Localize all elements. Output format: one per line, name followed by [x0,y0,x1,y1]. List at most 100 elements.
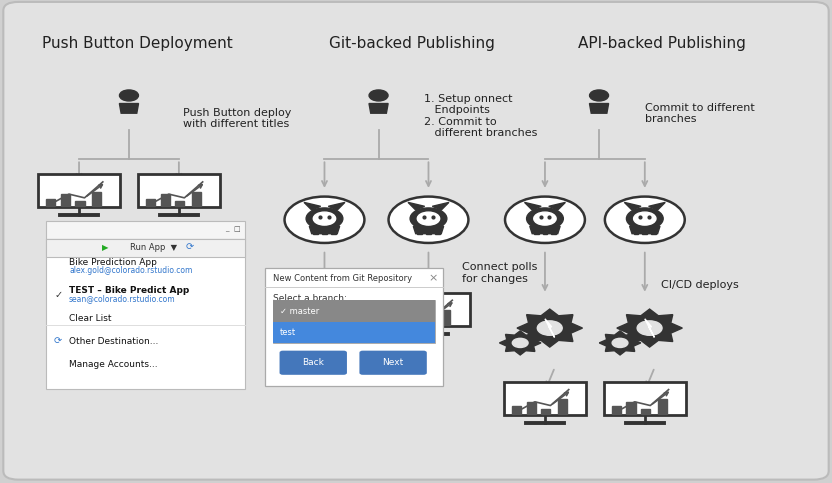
Polygon shape [120,103,138,113]
Bar [634,229,638,234]
FancyBboxPatch shape [388,293,469,326]
FancyBboxPatch shape [46,239,245,257]
Text: Run App  ▼: Run App ▼ [130,243,176,252]
Text: TEST – Bike Predict App: TEST – Bike Predict App [69,286,190,295]
Bar [642,229,647,234]
Text: Commit to different
branches: Commit to different branches [645,103,755,124]
Circle shape [410,208,447,229]
FancyBboxPatch shape [283,293,365,326]
FancyBboxPatch shape [503,382,586,415]
Bar [306,313,315,325]
Circle shape [505,197,585,243]
Bar [191,192,201,206]
Circle shape [306,208,343,229]
Bar [435,229,439,234]
Bar [651,229,656,234]
Polygon shape [617,309,682,347]
Circle shape [418,212,439,225]
Bar [527,402,536,414]
Text: ⟳: ⟳ [54,337,62,346]
Polygon shape [369,103,388,113]
FancyBboxPatch shape [273,300,435,343]
Polygon shape [545,319,555,337]
Polygon shape [310,226,339,234]
FancyBboxPatch shape [604,382,686,415]
Polygon shape [414,226,443,234]
Bar [410,313,419,325]
Polygon shape [524,202,541,210]
Bar [322,229,327,234]
Bar [46,199,55,206]
Polygon shape [304,202,320,210]
FancyBboxPatch shape [38,174,121,207]
Polygon shape [408,202,424,210]
Text: Push Button Deployment: Push Button Deployment [42,36,233,51]
Bar [146,199,155,206]
FancyBboxPatch shape [280,351,347,375]
Bar [331,229,335,234]
Text: Next: Next [382,358,404,367]
Bar [612,406,621,414]
Circle shape [634,212,656,225]
Polygon shape [649,202,666,210]
Bar [512,406,521,414]
Bar [314,229,318,234]
Text: Bike Prediction App: Bike Prediction App [69,258,157,267]
Circle shape [626,208,663,229]
Bar [542,409,551,414]
Text: test: test [280,328,295,337]
Bar [657,399,666,414]
Text: 1. Setup onnect
   Endpoints
2. Commit to
   different branches: 1. Setup onnect Endpoints 2. Commit to d… [424,94,537,138]
Text: Select a branch:: Select a branch: [273,294,347,302]
Bar [441,310,450,325]
Bar [291,317,300,325]
FancyBboxPatch shape [273,322,435,343]
Circle shape [605,197,685,243]
FancyBboxPatch shape [359,351,427,375]
Bar [418,229,422,234]
Text: Back: Back [302,358,324,367]
Circle shape [537,321,562,335]
Circle shape [590,90,608,101]
Text: _: _ [225,226,229,232]
Text: Manage Accounts...: Manage Accounts... [69,360,158,369]
Text: □: □ [233,226,240,232]
Text: Push Button deploy
with different titles: Push Button deploy with different titles [183,108,291,129]
Bar [425,319,434,325]
Text: Git-backed Publishing: Git-backed Publishing [329,36,495,51]
Polygon shape [499,331,541,355]
FancyBboxPatch shape [273,300,435,322]
Text: New Content from Git Repository: New Content from Git Repository [273,274,412,283]
Bar [337,310,346,325]
Circle shape [534,212,556,225]
Text: alex.gold@colorado.rstudio.com: alex.gold@colorado.rstudio.com [69,267,192,275]
Polygon shape [624,202,641,210]
Circle shape [389,197,468,243]
Circle shape [120,90,138,101]
Polygon shape [590,103,608,113]
Text: ✓: ✓ [54,290,62,300]
Polygon shape [517,309,582,347]
Text: Clear List: Clear List [69,314,111,323]
FancyBboxPatch shape [46,239,245,389]
Bar [92,192,101,206]
Bar [426,229,431,234]
Bar [76,201,85,206]
Bar [161,194,170,206]
Polygon shape [530,226,560,234]
Polygon shape [599,331,641,355]
Circle shape [612,338,628,347]
Polygon shape [549,202,566,210]
FancyBboxPatch shape [46,221,245,239]
Bar [176,201,185,206]
Text: ⟳: ⟳ [186,242,194,252]
Bar [395,317,404,325]
Circle shape [285,197,364,243]
Text: Other Destination...: Other Destination... [69,337,158,346]
Bar [626,402,636,414]
FancyBboxPatch shape [265,268,443,386]
Polygon shape [433,202,449,210]
Bar [641,409,651,414]
FancyBboxPatch shape [137,174,220,207]
Text: CI/CD deploys: CI/CD deploys [661,280,739,290]
